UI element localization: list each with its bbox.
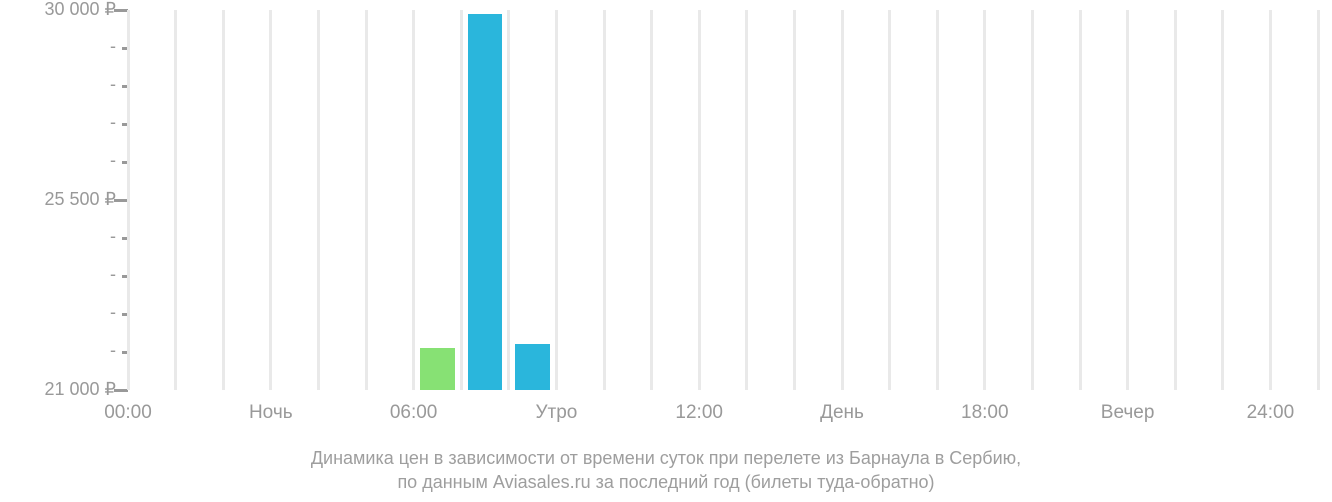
x-tick-label: Вечер (1101, 402, 1155, 424)
gridline (1031, 10, 1034, 390)
gridline (1126, 10, 1129, 390)
chart-caption: Динамика цен в зависимости от времени су… (0, 446, 1332, 495)
gridline (888, 10, 891, 390)
gridline (698, 10, 701, 390)
y-tick-minor-dash: - (110, 36, 116, 57)
gridline (603, 10, 606, 390)
gridline (365, 10, 368, 390)
y-tick-label: 30 000 ₽ (44, 0, 116, 20)
y-tick-minor-dash: - (110, 226, 116, 247)
x-tick-label: 00:00 (104, 402, 152, 424)
x-tick-label: 18:00 (961, 402, 1009, 424)
x-tick-label: 24:00 (1247, 402, 1295, 424)
gridline (317, 10, 320, 390)
plot-area (128, 10, 1318, 390)
gridline (1174, 10, 1177, 390)
gridline (1269, 10, 1272, 390)
gridline (222, 10, 225, 390)
x-axis: 00:00Ночь06:00Утро12:00День18:00Вечер24:… (128, 392, 1318, 428)
caption-line-1: Динамика цен в зависимости от времени су… (0, 446, 1332, 470)
gridline (650, 10, 653, 390)
y-tick-minor-dash: - (110, 74, 116, 95)
gridline (983, 10, 986, 390)
price-bar (420, 348, 454, 390)
gridline (269, 10, 272, 390)
y-tick-label: 21 000 ₽ (44, 379, 116, 400)
y-tick-minor-dash: - (110, 112, 116, 133)
gridline (174, 10, 177, 390)
x-tick-label: 12:00 (675, 402, 723, 424)
gridline (1221, 10, 1224, 390)
gridline (841, 10, 844, 390)
price-bar (468, 14, 502, 390)
y-tick-minor-dash: - (110, 264, 116, 285)
x-tick-label: День (820, 402, 864, 424)
gridline (507, 10, 510, 390)
gridline (460, 10, 463, 390)
price-bar (515, 344, 549, 390)
gridline (745, 10, 748, 390)
gridline (793, 10, 796, 390)
gridline (936, 10, 939, 390)
y-tick-label: 25 500 ₽ (44, 189, 116, 210)
y-tick-minor-dash: - (110, 340, 116, 361)
x-tick-label: 06:00 (390, 402, 438, 424)
x-tick-label: Ночь (249, 402, 293, 424)
gridline (1317, 10, 1320, 390)
y-tick-minor-dash: - (110, 302, 116, 323)
caption-line-2: по данным Aviasales.ru за последний год … (0, 470, 1332, 494)
y-axis: 30 000 ₽ 25 500 ₽ 21 000 ₽ - - - - - - - - (0, 0, 128, 410)
price-by-hour-chart: 30 000 ₽ 25 500 ₽ 21 000 ₽ - - - - - - - - 00:00 Но… (0, 0, 1332, 502)
gridline (1079, 10, 1082, 390)
gridline (127, 10, 130, 390)
x-tick-label: Утро (535, 402, 577, 424)
gridline (555, 10, 558, 390)
y-tick-minor-dash: - (110, 150, 116, 171)
gridline (412, 10, 415, 390)
